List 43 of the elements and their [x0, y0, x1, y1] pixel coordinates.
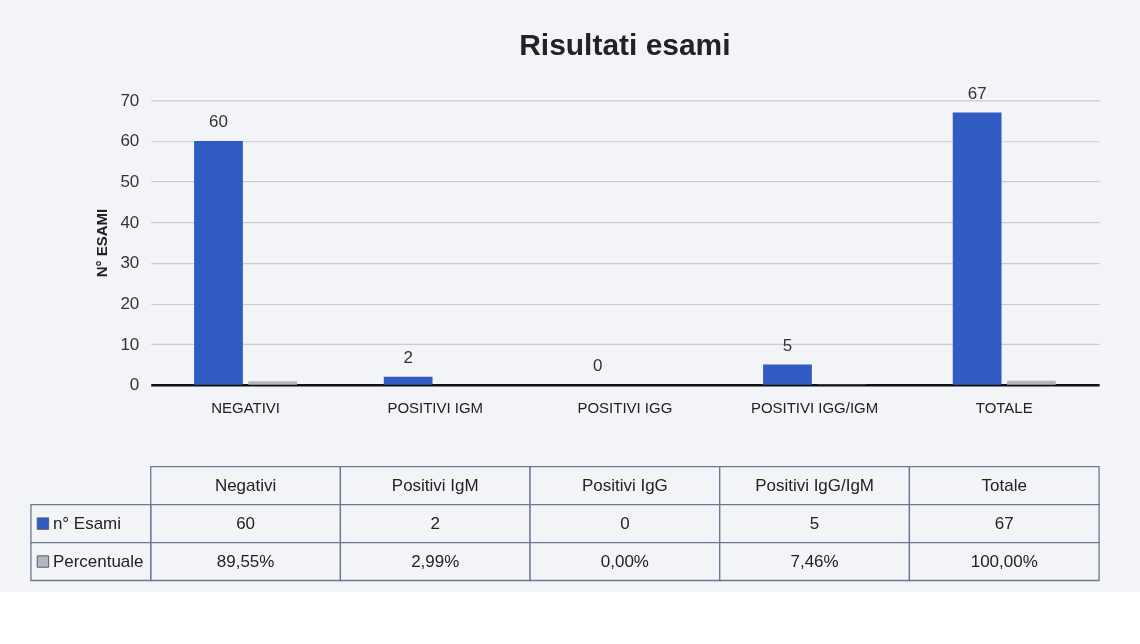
data-label: 67 [994, 513, 1014, 533]
data-label: 7,46% [790, 551, 839, 571]
annotation: 2 [403, 347, 413, 367]
data-label: 89,55% [216, 551, 275, 571]
y-axis-title: N° ESAMI [93, 208, 111, 278]
y-tick-label: 50 [120, 172, 140, 192]
annotation: 5 [782, 335, 793, 355]
legend-label: n° Esami [52, 513, 121, 533]
bar [383, 376, 433, 385]
text: Positivi IgG [581, 475, 668, 495]
chart-title: Risultati esami [519, 27, 731, 61]
x-tick-label: POSITIVI IGM [387, 399, 484, 417]
y-tick-label: 30 [120, 253, 140, 273]
text: Negativi [214, 475, 277, 495]
y-tick-label: 40 [120, 212, 140, 232]
y-tick-label: 0 [129, 375, 140, 395]
data-label: 5 [809, 513, 820, 533]
bar [1006, 380, 1056, 385]
data-label: 100,00% [970, 551, 1038, 571]
annotation: 0 [593, 355, 603, 375]
annotation: 67 [967, 83, 987, 103]
data-label: 60 [236, 513, 256, 533]
data-label: 2,99% [411, 551, 460, 571]
legend-label: Percentuale [52, 551, 144, 571]
data-label: 2 [430, 513, 440, 533]
bar [952, 112, 1002, 385]
y-tick-label: 10 [120, 334, 140, 354]
text: Totale [981, 475, 1027, 495]
data-label: 0,00% [600, 551, 649, 571]
x-tick-label: POSITIVI IGG [577, 399, 673, 417]
annotation: 60 [209, 112, 228, 132]
x-tick-label: TOTALE [975, 399, 1033, 417]
bar [763, 364, 812, 385]
bar [248, 381, 298, 385]
y-tick-label: 20 [120, 294, 140, 314]
data-label: 0 [620, 513, 630, 533]
bar [194, 140, 243, 385]
y-tick-label: 70 [120, 90, 140, 110]
text: Positivi IgM [391, 475, 479, 495]
y-tick-label: 60 [120, 131, 140, 151]
x-tick-label: NEGATIVI [211, 399, 280, 417]
text: Positivi IgG/IgM [755, 475, 874, 495]
x-tick-label: POSITIVI IGG/IGM [750, 399, 879, 417]
